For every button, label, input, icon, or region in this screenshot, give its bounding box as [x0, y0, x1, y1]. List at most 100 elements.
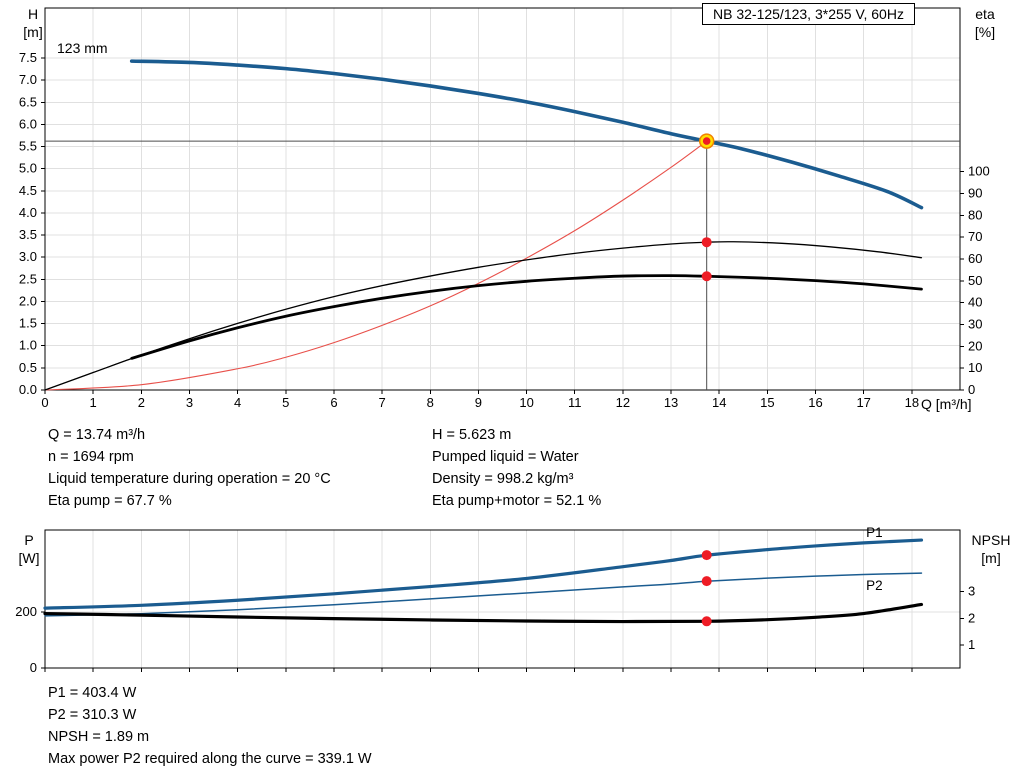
p1-curve-label: P1	[866, 525, 883, 540]
left-axis-label: 2.5	[19, 271, 37, 286]
power-npsh-chart: P1 P2 0 200 1 2 3 P [W] NPSH [m]	[15, 525, 1011, 675]
x-axis-label: 14	[712, 395, 726, 410]
x-axis-label: 16	[808, 395, 822, 410]
npsh-curve	[43, 602, 924, 624]
x-axis-label: 2	[138, 395, 145, 410]
x-axis-label: 8	[427, 395, 434, 410]
pump-type-label: NB 32-125/123, 3*255 V, 60Hz	[702, 3, 915, 25]
result-p1: P1 = 403.4 W	[48, 685, 137, 701]
left-axis-label: 4.5	[19, 183, 37, 198]
left-axis-label: 6.0	[19, 116, 37, 131]
left-axis-label: 7.0	[19, 72, 37, 87]
left-axis-title: H	[28, 6, 38, 22]
p2-curve	[44, 572, 923, 617]
left-axis-label: 7.5	[19, 50, 37, 65]
duty-details-left-column: Q = 13.74 m³/h n = 1694 rpm Liquid tempe…	[48, 424, 432, 512]
right-axis-label: 2	[968, 610, 975, 625]
left-axis-label: 4.0	[19, 205, 37, 220]
right-axis-label: 50	[968, 273, 982, 288]
left-axis-label: 5.0	[19, 161, 37, 176]
right-axis-label: 1	[968, 637, 975, 652]
left-axis-title: P	[24, 532, 33, 548]
system-curve	[44, 140, 708, 391]
right-axis-label: 0	[968, 382, 975, 397]
right-axis-label: 20	[968, 338, 982, 353]
x-axis-label: 6	[330, 395, 337, 410]
detail-pumped-liquid: Pumped liquid = Water	[432, 449, 579, 465]
detail-density: Density = 998.2 kg/m³	[432, 471, 574, 487]
plot-frame	[44, 7, 961, 391]
detail-flow: Q = 13.74 m³/h	[48, 427, 146, 443]
x-axis-label: 5	[282, 395, 289, 410]
duty-point-marker-center	[702, 137, 711, 145]
left-axis-unit: [m]	[23, 24, 42, 40]
detail-eta-pump: Eta pump = 67.7 %	[48, 493, 172, 509]
left-axis-label: 5.5	[19, 139, 37, 154]
x-axis-label: 10	[519, 395, 533, 410]
right-axis-label: 60	[968, 251, 982, 266]
duty-details-right-column: H = 5.623 m Pumped liquid = Water Densit…	[432, 424, 601, 512]
left-axis-label: 0	[30, 660, 37, 675]
right-axis-unit: [m]	[981, 550, 1000, 566]
right-axis-label: 70	[968, 229, 982, 244]
left-axis-unit: [W]	[19, 550, 40, 566]
duty-point-details: Q = 13.74 m³/h n = 1694 rpm Liquid tempe…	[48, 424, 601, 512]
x-axis-label: 17	[856, 395, 870, 410]
right-axis-title: NPSH	[972, 532, 1011, 548]
plot-frame	[44, 529, 961, 669]
left-axis-label: 0.0	[19, 382, 37, 397]
right-axis-label: 10	[968, 360, 982, 375]
impeller-diameter-label: 123 mm	[57, 40, 108, 56]
x-axis-label: 13	[664, 395, 678, 410]
right-axis-label: 40	[968, 295, 982, 310]
gridlines	[45, 8, 960, 390]
result-max-p2: Max power P2 required along the curve = …	[48, 751, 372, 767]
p1-curve	[43, 538, 924, 610]
result-p2: P2 = 310.3 W	[48, 707, 137, 723]
x-axis-label: 11	[568, 395, 582, 410]
result-npsh: NPSH = 1.89 m	[48, 729, 150, 745]
eta-pump-motor-curve	[130, 274, 923, 360]
detail-head: H = 5.623 m	[432, 427, 512, 443]
left-axis-label: 200	[15, 604, 37, 619]
left-axis-label: 3.0	[19, 249, 37, 264]
right-axis-label: 30	[968, 317, 982, 332]
left-axis-label: 3.5	[19, 227, 37, 242]
x-axis-label: 7	[378, 395, 385, 410]
x-axis-label: 0	[41, 395, 48, 410]
right-axis-label: 80	[968, 207, 982, 222]
right-axis-title: eta	[975, 6, 995, 22]
x-axis-label: 4	[234, 395, 241, 410]
left-axis-label: 0.5	[19, 360, 37, 375]
x-axis-title: Q [m³/h]	[921, 396, 972, 412]
eta-pump-curve	[44, 241, 923, 391]
right-axis-label: 100	[968, 164, 990, 179]
x-axis-label: 3	[186, 395, 193, 410]
x-axis-label: 18	[905, 395, 919, 410]
pump-curve	[129, 59, 924, 210]
eta-pump-motor-marker	[701, 271, 712, 282]
duty-marker	[701, 550, 712, 561]
p2-curve-label: P2	[866, 578, 883, 593]
left-axis-label: 1.0	[19, 338, 37, 353]
x-axis-label: 12	[616, 395, 630, 410]
detail-liquid-temperature: Liquid temperature during operation = 20…	[48, 471, 331, 487]
hq-eta-chart: 0.0 0.5 1.0 1.5 2.0 2.5 3.0 3.5 4.0 4.5 5.0 5.5 6.0 6…	[19, 6, 995, 412]
left-axis-label: 6.5	[19, 94, 37, 109]
power-results: P1 = 403.4 W P2 = 310.3 W NPSH = 1.89 m …	[48, 682, 372, 770]
duty-marker	[701, 616, 712, 627]
eta-pump-motor-lead	[44, 357, 133, 391]
detail-eta-pump-motor: Eta pump+motor = 52.1 %	[432, 493, 602, 509]
detail-speed: n = 1694 rpm	[48, 449, 134, 465]
gridlines	[45, 530, 960, 668]
left-axis-label: 1.5	[19, 316, 37, 331]
right-axis-unit: [%]	[975, 24, 995, 40]
x-axis-label: 9	[475, 395, 482, 410]
right-axis-label: 90	[968, 186, 982, 201]
duty-marker	[701, 576, 712, 587]
right-axis-label: 3	[968, 584, 975, 599]
tick-marks	[41, 591, 964, 672]
tick-marks	[41, 57, 964, 394]
x-axis-label: 15	[760, 395, 774, 410]
